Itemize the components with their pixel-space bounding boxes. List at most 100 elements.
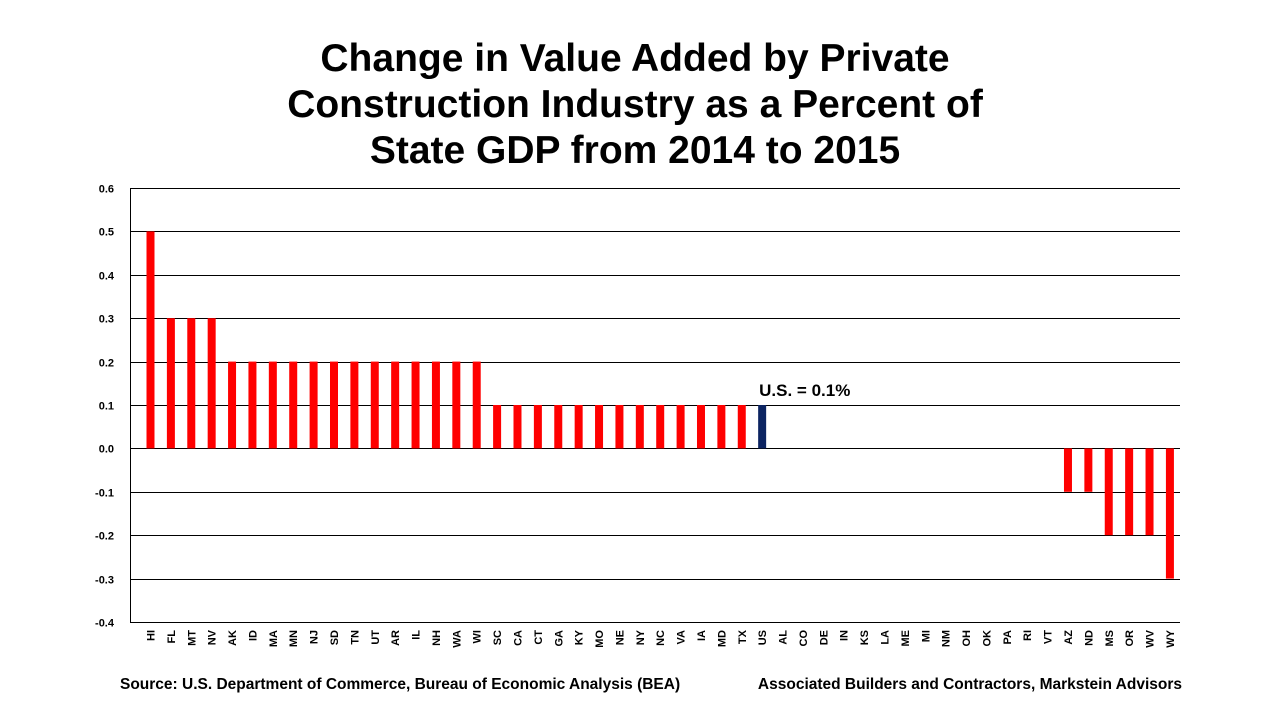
bar-ct: [533, 405, 542, 449]
y-tick-label: 0.3: [99, 314, 114, 326]
bar-mo: [595, 405, 604, 449]
chart-title-line-1: Change in Value Added by Private: [320, 37, 950, 80]
y-tick-label: 0.5: [99, 227, 114, 239]
x-tick-label: OK: [981, 630, 993, 647]
y-axis: 0.6 0.5 0.4 0.3 0.2 0.1 0.0 -0.1 -0.2 -0.3 -0.4: [95, 184, 131, 630]
bar-nc: [656, 405, 665, 449]
x-tick-label: GA: [553, 630, 565, 647]
y-tick-label: 0.2: [99, 358, 114, 370]
us-average-annotation: U.S. = 0.1%: [759, 381, 850, 400]
x-tick-label: HI: [146, 630, 158, 641]
bar-ar: [391, 361, 400, 449]
y-tick-label: -0.1: [95, 488, 114, 500]
bar-mt: [187, 318, 196, 449]
bar-wy: [1165, 448, 1174, 579]
bar-ms: [1104, 448, 1113, 536]
x-tick-label: DE: [818, 630, 830, 645]
bar-sd: [329, 361, 338, 449]
bar-wi: [472, 361, 481, 449]
x-tick-label: KS: [859, 630, 871, 645]
bar-ca: [513, 405, 522, 449]
x-tick-label: OR: [1124, 630, 1136, 647]
x-tick-label: FL: [166, 630, 178, 644]
y-tick-label: -0.2: [95, 531, 114, 543]
bar-va: [676, 405, 685, 449]
bar-ne: [615, 405, 624, 449]
x-tick-label: NJ: [309, 630, 321, 644]
x-tick-label: LA: [879, 630, 891, 645]
x-tick-label: KY: [574, 629, 586, 645]
y-tick-label: 0.1: [99, 401, 114, 413]
bar-tn: [350, 361, 359, 449]
bar-nj: [309, 361, 318, 449]
y-tick-label: -0.3: [95, 575, 114, 587]
bar-hi: [146, 231, 155, 449]
x-tick-label: MD: [716, 630, 728, 647]
x-tick-label: NY: [635, 629, 647, 645]
bar-ny: [635, 405, 644, 449]
bar-ma: [268, 361, 277, 449]
x-tick-label: PA: [1002, 630, 1014, 645]
x-tick-label: AL: [778, 630, 790, 645]
x-tick-label: NM: [941, 630, 953, 647]
x-tick-label: MN: [288, 630, 300, 647]
x-tick-label: AK: [227, 630, 239, 646]
x-tick-label: VT: [1043, 630, 1055, 644]
x-tick-label: AR: [390, 630, 402, 646]
x-tick-label: IL: [411, 630, 423, 640]
x-tick-label: MA: [268, 630, 280, 647]
x-tick-label: US: [757, 630, 769, 645]
bar-ak: [228, 361, 237, 449]
credit-note: Associated Builders and Contractors, Mar…: [757, 676, 1182, 693]
x-tick-label: IA: [696, 630, 708, 641]
bar-id: [248, 361, 257, 449]
bars: [146, 231, 1174, 579]
x-tick-label: AZ: [1063, 630, 1075, 645]
bar-ia: [696, 405, 705, 449]
x-tick-label: MI: [920, 630, 932, 642]
x-tick-label: MO: [594, 630, 606, 648]
x-tick-label: SD: [329, 630, 341, 645]
x-tick-label: WA: [451, 630, 463, 648]
x-tick-label: ND: [1083, 630, 1095, 646]
bar-ky: [574, 405, 583, 449]
bar-ga: [554, 405, 563, 449]
bar-tx: [737, 405, 746, 449]
bar-md: [717, 405, 726, 449]
x-axis-labels: HI FL MT NV AK ID MA MN NJ SD TN UT AR IL NH WA WI SC CA CT…: [146, 629, 1177, 647]
x-tick-label: NE: [614, 630, 626, 645]
bar-nd: [1084, 448, 1093, 492]
chart-title-line-2: Construction Industry as a Percent of: [287, 83, 983, 126]
y-tick-label: 0.4: [99, 271, 115, 283]
x-tick-label: TX: [737, 629, 749, 644]
x-tick-label: CO: [798, 630, 810, 647]
chart-title: Change in Value Added by Private Constru…: [0, 36, 1270, 174]
bar-nv: [207, 318, 216, 449]
y-tick-label: -0.4: [95, 618, 115, 630]
x-tick-label: UT: [370, 630, 382, 645]
x-tick-label: CT: [533, 630, 545, 645]
x-tick-label: SC: [492, 630, 504, 645]
y-tick-label: 0.6: [99, 184, 114, 196]
bar-wv: [1145, 448, 1154, 536]
bar-fl: [166, 318, 175, 449]
bar-or: [1125, 448, 1134, 536]
x-tick-label: MT: [186, 630, 198, 646]
bar-az: [1063, 448, 1072, 492]
x-tick-label: OH: [961, 630, 973, 647]
y-tick-label: 0.0: [99, 444, 114, 456]
x-tick-label: WI: [472, 630, 484, 643]
x-tick-label: CA: [512, 630, 524, 646]
annotations: U.S. = 0.1%: [759, 381, 850, 400]
bar-ut: [370, 361, 379, 449]
bar-us: [758, 405, 767, 449]
bar-nh: [431, 361, 440, 449]
bar-wa: [452, 361, 461, 449]
x-tick-label: ME: [900, 630, 912, 647]
x-tick-label: WY: [1165, 629, 1177, 647]
x-tick-label: VA: [676, 630, 688, 645]
x-tick-label: NH: [431, 630, 443, 646]
x-tick-label: WV: [1145, 629, 1157, 647]
x-tick-label: TN: [349, 630, 361, 645]
